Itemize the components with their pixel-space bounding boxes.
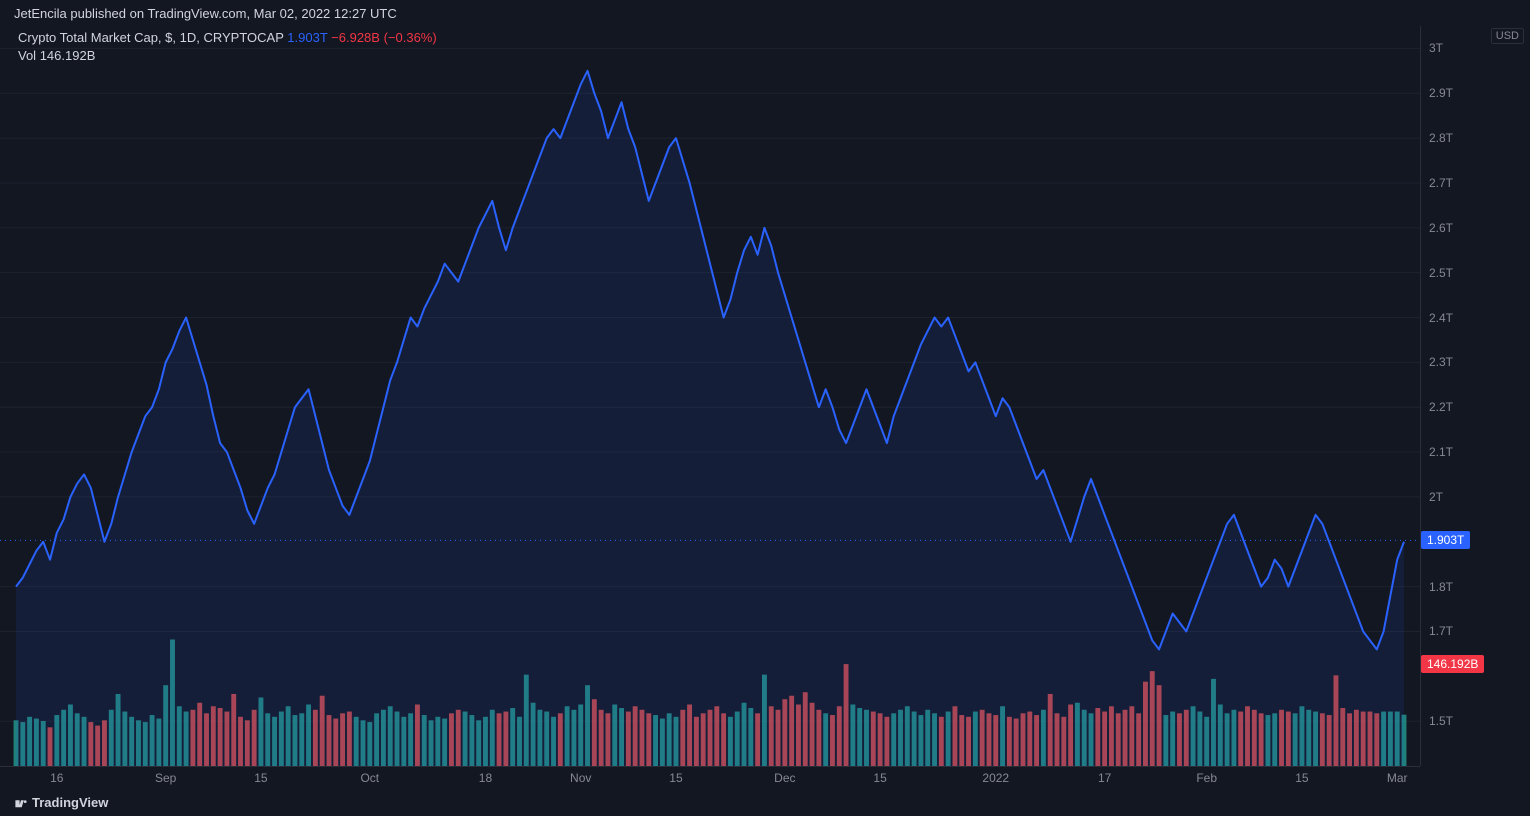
x-tick: 15 xyxy=(1295,771,1308,785)
volume-marker: 146.192B xyxy=(1421,655,1484,673)
y-tick: 2.2T xyxy=(1429,400,1453,414)
y-tick: 2.3T xyxy=(1429,355,1453,369)
footer-text: TradingView xyxy=(32,795,108,810)
x-tick: Nov xyxy=(570,771,591,785)
x-tick: 15 xyxy=(873,771,886,785)
y-axis[interactable]: USD 3T 2.9T 2.8T 2.7T 2.6T 2.5T 2.4T 2.3T 2.2T 2.… xyxy=(1420,26,1530,766)
volume-value: 146.192B xyxy=(40,48,96,63)
series-legend: Crypto Total Market Cap, $, 1D, CRYPTOCA… xyxy=(18,30,437,45)
y-tick: 2.7T xyxy=(1429,176,1453,190)
x-tick: Dec xyxy=(774,771,795,785)
x-tick: Feb xyxy=(1196,771,1217,785)
x-tick: 18 xyxy=(479,771,492,785)
y-tick: 1.7T xyxy=(1429,624,1453,638)
tradingview-logo: TradingView xyxy=(14,795,108,810)
x-tick: Oct xyxy=(360,771,379,785)
series-change-pct: (−0.36%) xyxy=(384,30,437,45)
y-tick: 1.8T xyxy=(1429,580,1453,594)
x-tick: Mar xyxy=(1387,771,1408,785)
volume-label: Vol xyxy=(18,48,36,63)
y-tick: 2.5T xyxy=(1429,266,1453,280)
y-tick: 2.9T xyxy=(1429,86,1453,100)
x-tick: 15 xyxy=(254,771,267,785)
y-tick: 2T xyxy=(1429,490,1443,504)
y-tick: 2.8T xyxy=(1429,131,1453,145)
y-tick: 2.6T xyxy=(1429,221,1453,235)
x-tick: 17 xyxy=(1098,771,1111,785)
x-tick: Sep xyxy=(155,771,176,785)
x-tick: 2022 xyxy=(982,771,1009,785)
y-tick: 3T xyxy=(1429,41,1443,55)
volume-legend: Vol 146.192B xyxy=(18,48,95,63)
currency-badge[interactable]: USD xyxy=(1491,28,1524,44)
tv-icon xyxy=(14,796,28,810)
y-tick: 1.5T xyxy=(1429,714,1453,728)
x-tick: 15 xyxy=(669,771,682,785)
chart-area[interactable] xyxy=(0,26,1420,766)
y-tick: 2.4T xyxy=(1429,311,1453,325)
price-marker: 1.903T xyxy=(1421,531,1470,549)
chart-svg xyxy=(0,26,1420,766)
publish-header: JetEncila published on TradingView.com, … xyxy=(14,6,397,21)
series-change-abs: −6.928B xyxy=(331,30,380,45)
x-axis[interactable]: 16 Sep 15 Oct 18 Nov 15 Dec 15 2022 17 Feb 15 Mar xyxy=(0,766,1420,790)
x-tick: 16 xyxy=(50,771,63,785)
series-title: Crypto Total Market Cap, $, 1D, CRYPTOCA… xyxy=(18,30,284,45)
y-tick: 2.1T xyxy=(1429,445,1453,459)
series-value: 1.903T xyxy=(287,30,327,45)
